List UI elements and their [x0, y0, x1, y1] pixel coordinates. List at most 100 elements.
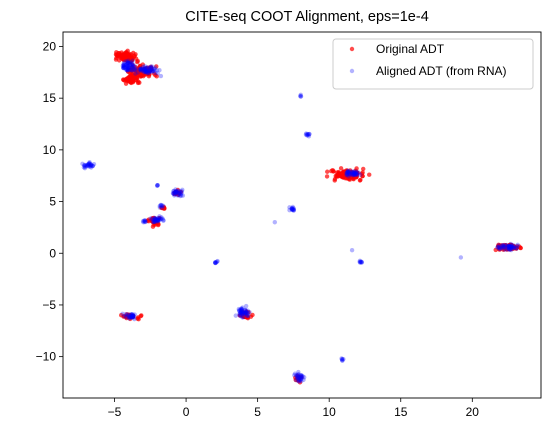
aligned-adt-point — [125, 63, 130, 68]
aligned-adt-point — [346, 169, 351, 175]
aligned-adt-point — [159, 205, 165, 210]
aligned-adt-point — [125, 66, 130, 72]
aligned-adt-point — [298, 376, 304, 381]
original-adt-point — [114, 50, 119, 55]
aligned-adt-point — [287, 207, 292, 213]
aligned-adt-point — [344, 172, 350, 177]
aligned-adt-point — [506, 245, 512, 251]
aligned-adt-point — [349, 171, 355, 176]
aligned-adt-point — [129, 60, 134, 65]
aligned-adt-point — [82, 163, 87, 168]
original-adt-point — [114, 55, 119, 61]
aligned-adt-point — [359, 260, 364, 265]
aligned-adt-point — [238, 307, 243, 312]
legend-label-aligned: Aligned ADT (from RNA) — [376, 64, 506, 78]
aligned-adt-point — [152, 215, 157, 221]
aligned-adt-point — [144, 66, 149, 71]
aligned-adt-point — [298, 372, 304, 378]
aligned-adt-point — [121, 63, 126, 68]
aligned-adt-point — [142, 64, 148, 69]
aligned-adt-point — [289, 207, 295, 212]
aligned-adt-point — [131, 313, 136, 319]
aligned-adt-point — [151, 219, 157, 225]
aligned-adt-point — [174, 189, 180, 194]
aligned-adt-point — [340, 358, 345, 363]
aligned-adt-point — [155, 217, 161, 223]
x-tick-label: 20 — [466, 405, 480, 419]
aligned-adt-point — [502, 247, 507, 252]
aligned-adt-point — [156, 215, 161, 221]
aligned-adt-point — [130, 311, 135, 317]
aligned-adt-point — [121, 65, 127, 70]
aligned-adt-point — [171, 188, 176, 194]
aligned-adt-point — [239, 307, 244, 312]
aligned-adt-point — [289, 207, 295, 213]
aligned-adt-point — [122, 64, 127, 69]
aligned-adt-point — [125, 64, 131, 69]
aligned-adt-point — [179, 189, 185, 194]
aligned-adt-point — [509, 244, 514, 250]
aligned-adt-point — [152, 66, 157, 72]
aligned-adt-point — [154, 68, 159, 73]
plot-frame — [62, 31, 542, 399]
aligned-adt-point — [244, 313, 250, 318]
aligned-adt-point — [180, 187, 185, 193]
aligned-adt-point — [179, 193, 184, 198]
x-tick-label: 10 — [323, 405, 337, 419]
aligned-adt-point — [142, 67, 148, 73]
aligned-adt-point — [294, 373, 299, 378]
aligned-adt-point — [290, 206, 295, 211]
aligned-adt-point — [122, 65, 128, 71]
aligned-adt-point — [239, 306, 244, 311]
aligned-adt-point — [242, 311, 248, 316]
points-layer — [80, 48, 523, 385]
aligned-adt-point — [143, 70, 149, 75]
aligned-adt-point — [349, 247, 355, 253]
aligned-adt-point — [349, 171, 355, 177]
aligned-adt-point — [511, 245, 517, 250]
aligned-adt-point — [241, 310, 246, 316]
legend-label-original: Original ADT — [376, 42, 445, 56]
aligned-adt-point — [296, 372, 301, 377]
aligned-adt-point — [515, 243, 520, 249]
aligned-adt-point — [125, 61, 130, 66]
aligned-adt-point — [139, 68, 144, 73]
aligned-adt-point — [299, 374, 304, 379]
aligned-adt-point — [352, 171, 357, 177]
original-adt-point — [246, 310, 251, 315]
aligned-adt-point — [177, 193, 183, 199]
original-adt-point — [125, 48, 130, 54]
chart-title: CITE-seq COOT Alignment, eps=1e-4 — [185, 9, 429, 25]
aligned-adt-point — [131, 67, 136, 73]
aligned-adt-point — [153, 216, 158, 221]
original-adt-point — [151, 222, 156, 227]
aligned-adt-point — [128, 315, 133, 320]
aligned-adt-point — [130, 63, 136, 69]
aligned-adt-point — [295, 375, 300, 380]
original-adt-point — [350, 176, 356, 181]
aligned-adt-point — [344, 172, 349, 178]
original-adt-point — [137, 80, 142, 85]
aligned-adt-point — [298, 377, 303, 383]
aligned-adt-point — [349, 169, 355, 174]
aligned-adt-point — [239, 311, 245, 316]
aligned-adt-point — [150, 219, 156, 225]
aligned-adt-point — [148, 65, 154, 71]
aligned-adt-point — [506, 246, 512, 252]
aligned-adt-point — [131, 315, 136, 320]
y-tick-label: 0 — [49, 246, 56, 260]
aligned-adt-point — [91, 161, 97, 167]
aligned-adt-point — [357, 259, 362, 265]
aligned-adt-point — [175, 192, 181, 198]
aligned-adt-point — [131, 64, 136, 69]
aligned-adt-point — [302, 375, 307, 380]
aligned-adt-point — [212, 260, 218, 265]
aligned-adt-point — [126, 66, 131, 71]
original-adt-point — [153, 73, 158, 78]
aligned-adt-point — [510, 244, 515, 249]
original-adt-point — [127, 74, 132, 79]
original-adt-point — [149, 65, 154, 71]
aligned-adt-point — [153, 217, 159, 222]
aligned-adt-point — [158, 73, 164, 79]
aligned-adt-point — [353, 171, 358, 176]
